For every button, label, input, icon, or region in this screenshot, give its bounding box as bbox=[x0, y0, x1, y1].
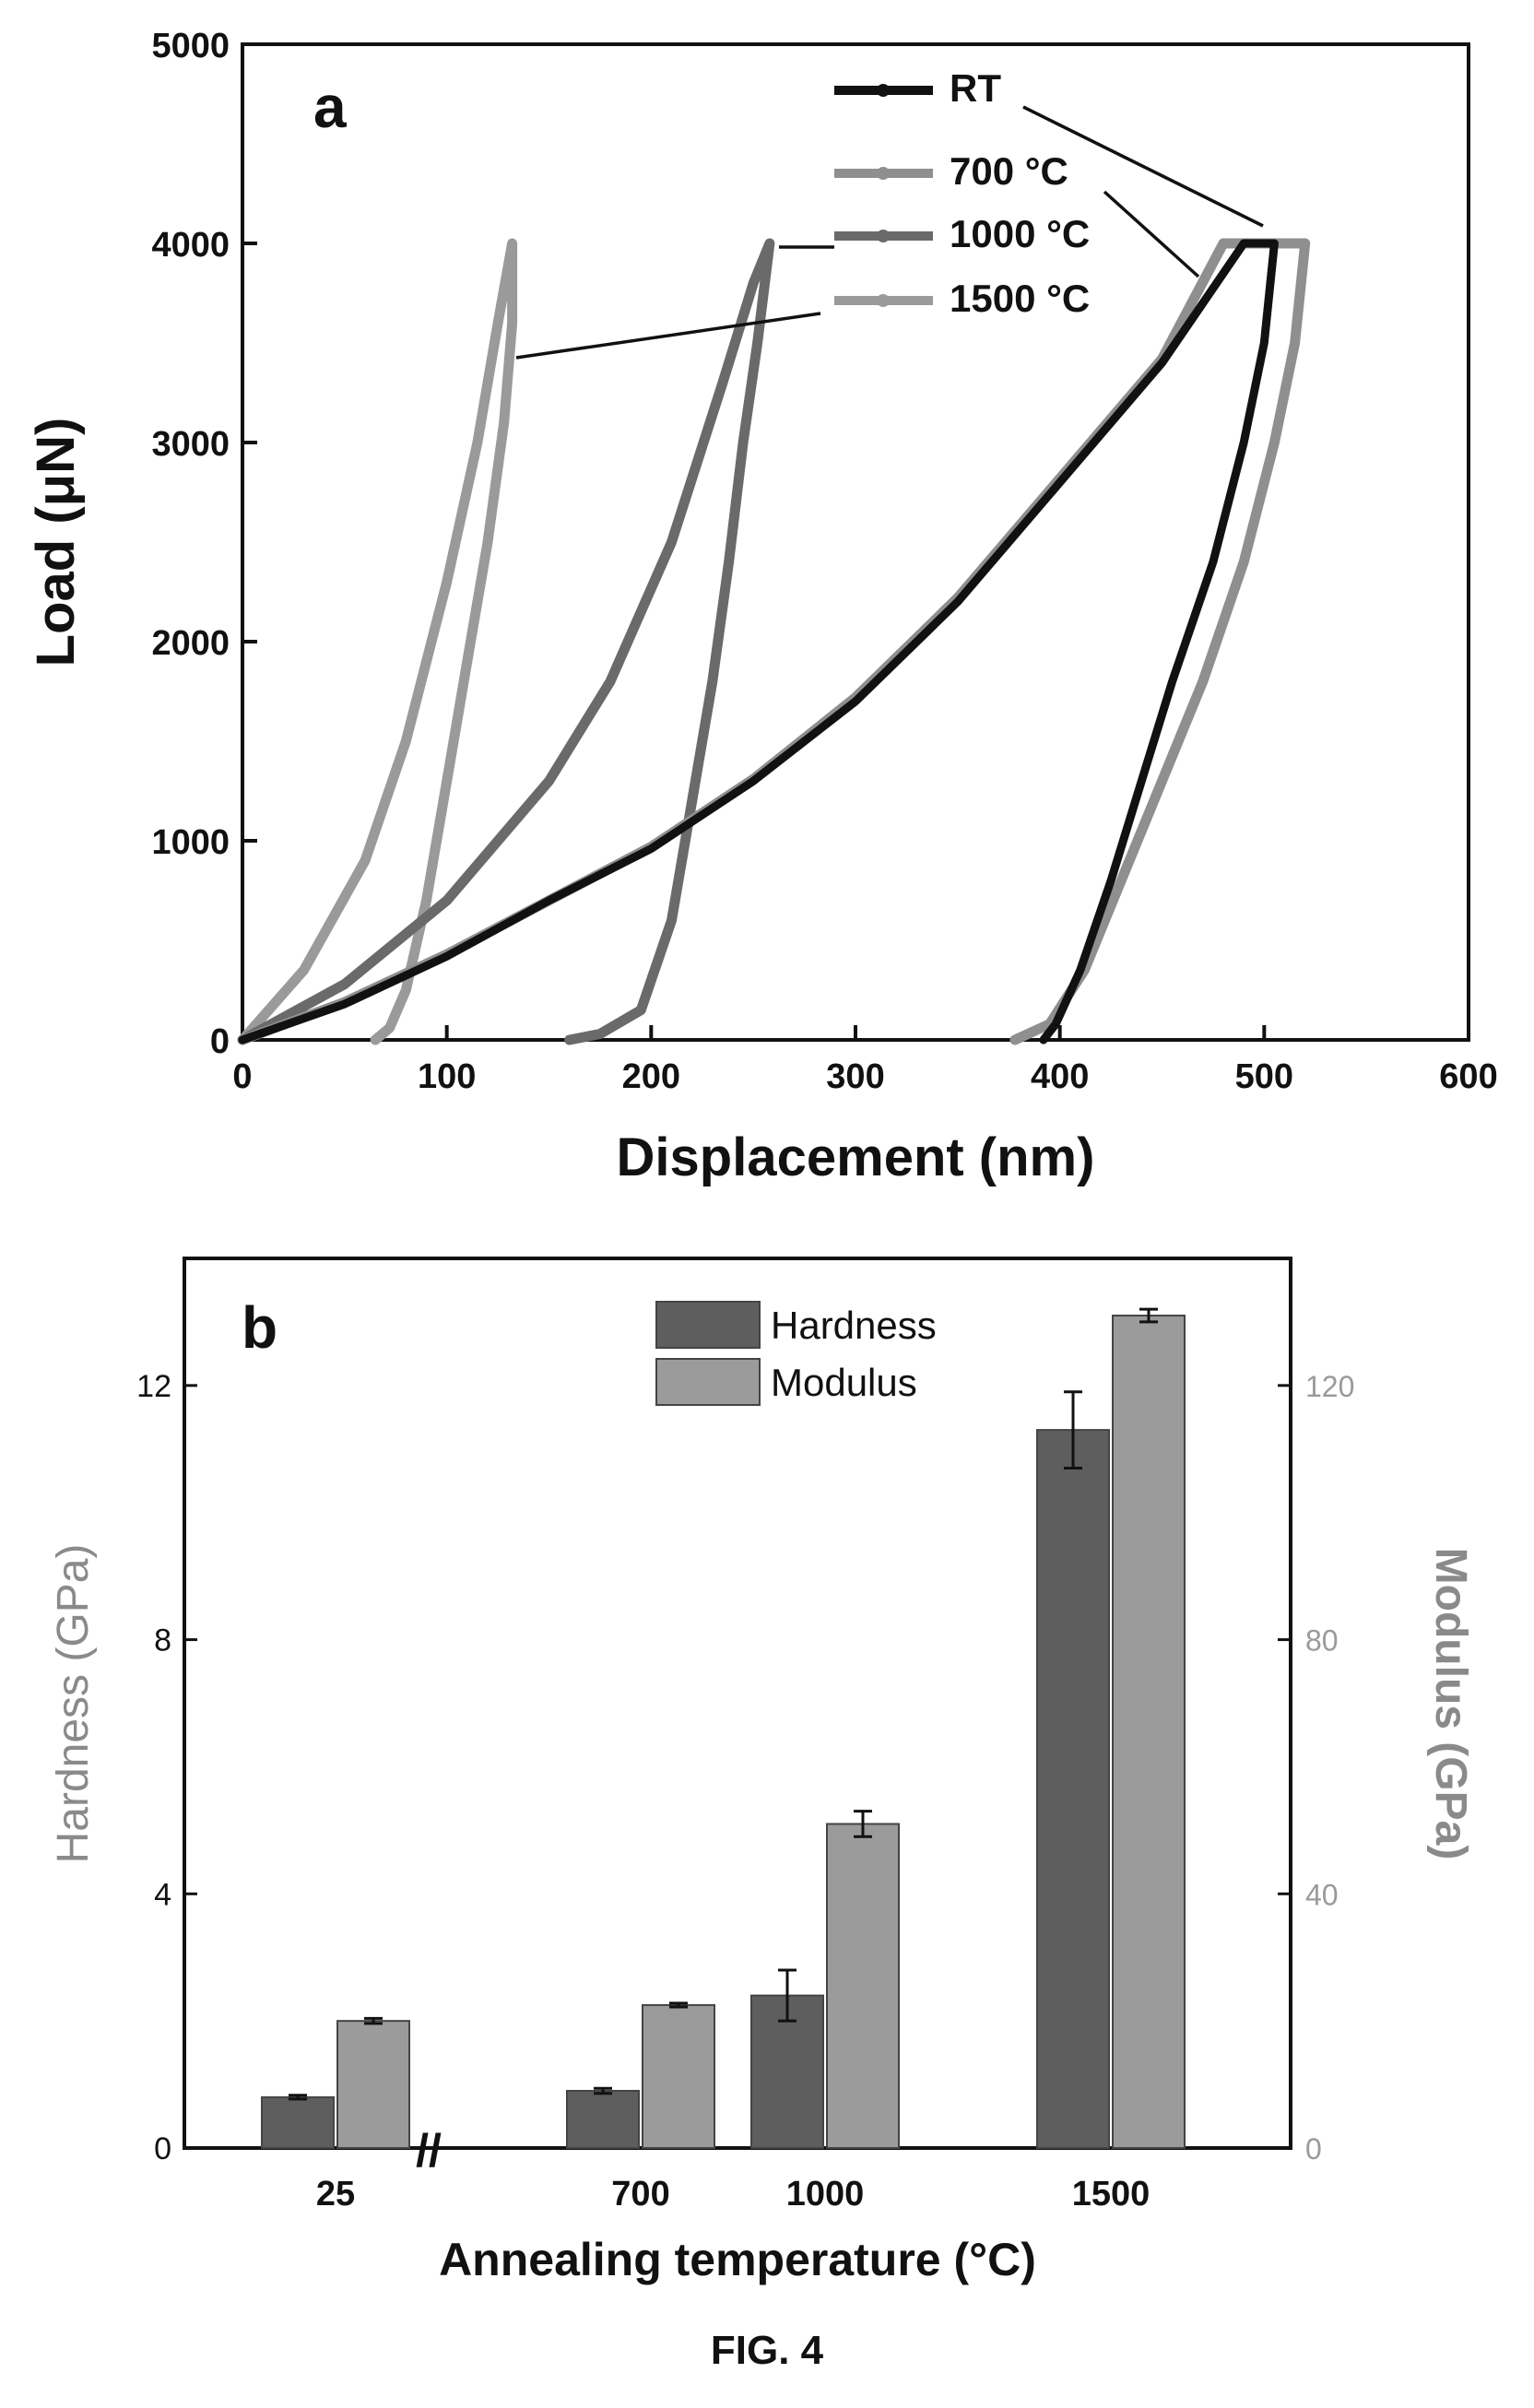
panel-b-bar-hardness bbox=[261, 2095, 335, 2150]
panel-b-plot-frame bbox=[183, 1257, 1292, 2150]
panel-b-label: b bbox=[242, 1294, 277, 1361]
panel-a-legend-label-1: 700 °C bbox=[950, 149, 1068, 193]
panel-b-left-y-axis-label: Hardness (GPa) bbox=[49, 1544, 98, 1864]
panel-a-x-tick-label: 600 bbox=[1439, 1057, 1497, 1096]
panel-b-right-tick-label: 40 bbox=[1305, 1878, 1339, 1911]
panel-b-left-tick-label: 4 bbox=[154, 1877, 171, 1912]
panel-a-x-ticks: 0 100 200 300 400 500 600 bbox=[232, 1025, 1498, 1096]
panel-a-legend-label-2: 1000 °C bbox=[950, 212, 1090, 255]
panel-b-left-tick-label: 0 bbox=[154, 2131, 171, 2166]
panel-b-bars bbox=[261, 1307, 1186, 2150]
panel-b-legend-swatch-1 bbox=[655, 1358, 761, 1406]
panel-a-series-line-3 bbox=[237, 238, 518, 1045]
panel-b-legend-swatch-0 bbox=[655, 1301, 761, 1349]
panel-a-x-tick-label: 200 bbox=[622, 1057, 680, 1096]
panel-b-axis-break: // bbox=[416, 2125, 442, 2177]
panel-a-series-line-0 bbox=[238, 239, 1279, 1045]
panel-a-leader-lines bbox=[515, 105, 1264, 360]
panel-b-legend-label-0: Hardness bbox=[771, 1304, 937, 1347]
leader-line-1500 bbox=[515, 312, 821, 360]
panel-a-legend-label-0: RT bbox=[950, 66, 1001, 110]
panel-a-legend-marker-0 bbox=[877, 84, 890, 97]
panel-a-y-axis-label: Load (μN) bbox=[26, 418, 86, 667]
panel-a-legend: RT 700 °C 1000 °C 1500 °C bbox=[834, 66, 1090, 320]
panel-b-bar-hardness bbox=[566, 2089, 640, 2150]
panel-a-series-line-2 bbox=[237, 238, 775, 1045]
panel-b-left-tick-label: 12 bbox=[136, 1369, 171, 1404]
panel-a-y-tick-label: 2000 bbox=[151, 624, 230, 663]
panel-b-bar-modulus bbox=[826, 1823, 900, 2149]
panel-a-x-tick-label: 0 bbox=[232, 1057, 252, 1096]
panel-b-right-tick-label: 0 bbox=[1305, 2132, 1322, 2166]
panel-a-legend-marker-1 bbox=[877, 167, 890, 180]
panel-b-right-tick-label: 120 bbox=[1305, 1370, 1354, 1403]
panel-a-y-ticks: 0 1000 2000 3000 4000 5000 bbox=[151, 27, 257, 1061]
panel-a-y-tick-label: 4000 bbox=[151, 226, 230, 265]
panel-a-legend-label-3: 1500 °C bbox=[950, 277, 1090, 320]
panel-a-label: a bbox=[313, 74, 347, 140]
panel-b-bar-modulus bbox=[642, 2003, 715, 2149]
panel-a-line-chart: 0 1000 2000 3000 4000 5000 0 100 200 300 400 500 60… bbox=[26, 27, 1498, 1187]
panel-a-y-tick-label: 1000 bbox=[151, 823, 230, 862]
leader-line-700 bbox=[1103, 190, 1200, 278]
panel-a-y-tick-label: 5000 bbox=[151, 27, 230, 65]
panel-b-legend-label-1: Modulus bbox=[771, 1361, 917, 1404]
panel-b-legend: Hardness Modulus bbox=[655, 1301, 937, 1406]
panel-b-right-y-axis-label: Modulus (GPa) bbox=[1426, 1548, 1475, 1860]
panel-b-left-tick-label: 8 bbox=[154, 1623, 171, 1658]
panel-b-category-label: 25 bbox=[316, 2175, 355, 2213]
panel-a-series-lines bbox=[237, 238, 1311, 1045]
panel-b-right-y-ticks: 0 40 80 120 bbox=[1278, 1370, 1354, 2166]
figure-caption: FIG. 4 bbox=[710, 2328, 824, 2373]
panel-b-category-labels: 25 700 1000 1500 bbox=[316, 2175, 1150, 2213]
panel-a-legend-marker-2 bbox=[877, 230, 890, 242]
panel-b-right-tick-label: 80 bbox=[1305, 1624, 1339, 1658]
panel-a-x-tick-label: 100 bbox=[418, 1057, 476, 1096]
panel-b-bar-modulus bbox=[1112, 1315, 1186, 2150]
panel-a-x-tick-label: 500 bbox=[1235, 1057, 1293, 1096]
panel-a-x-tick-label: 300 bbox=[826, 1057, 884, 1096]
panel-b-category-label: 1500 bbox=[1072, 2175, 1150, 2213]
panel-b-category-label: 700 bbox=[611, 2175, 669, 2213]
panel-a-y-tick-label: 3000 bbox=[151, 425, 230, 464]
panel-a-series-line-1 bbox=[237, 238, 1311, 1045]
panel-b-bar-hardness bbox=[1036, 1429, 1110, 2150]
panel-b-bar-modulus bbox=[336, 2020, 410, 2149]
panel-a-legend-marker-3 bbox=[877, 294, 890, 307]
panel-b-bar-chart: 0 4 8 12 0 40 80 120 25 700 1000 1500 // b Hardne… bbox=[49, 1257, 1475, 2285]
panel-a-x-tick-label: 400 bbox=[1031, 1057, 1089, 1096]
leader-line-rt bbox=[1022, 105, 1264, 228]
panel-b-left-y-ticks: 0 4 8 12 bbox=[136, 1369, 197, 2166]
panel-b-category-label: 1000 bbox=[786, 2175, 865, 2213]
panel-a-x-axis-label: Displacement (nm) bbox=[617, 1127, 1095, 1187]
panel-b-x-axis-label: Annealing temperature (°C) bbox=[439, 2234, 1036, 2285]
panel-a-y-tick-label: 0 bbox=[210, 1022, 230, 1061]
